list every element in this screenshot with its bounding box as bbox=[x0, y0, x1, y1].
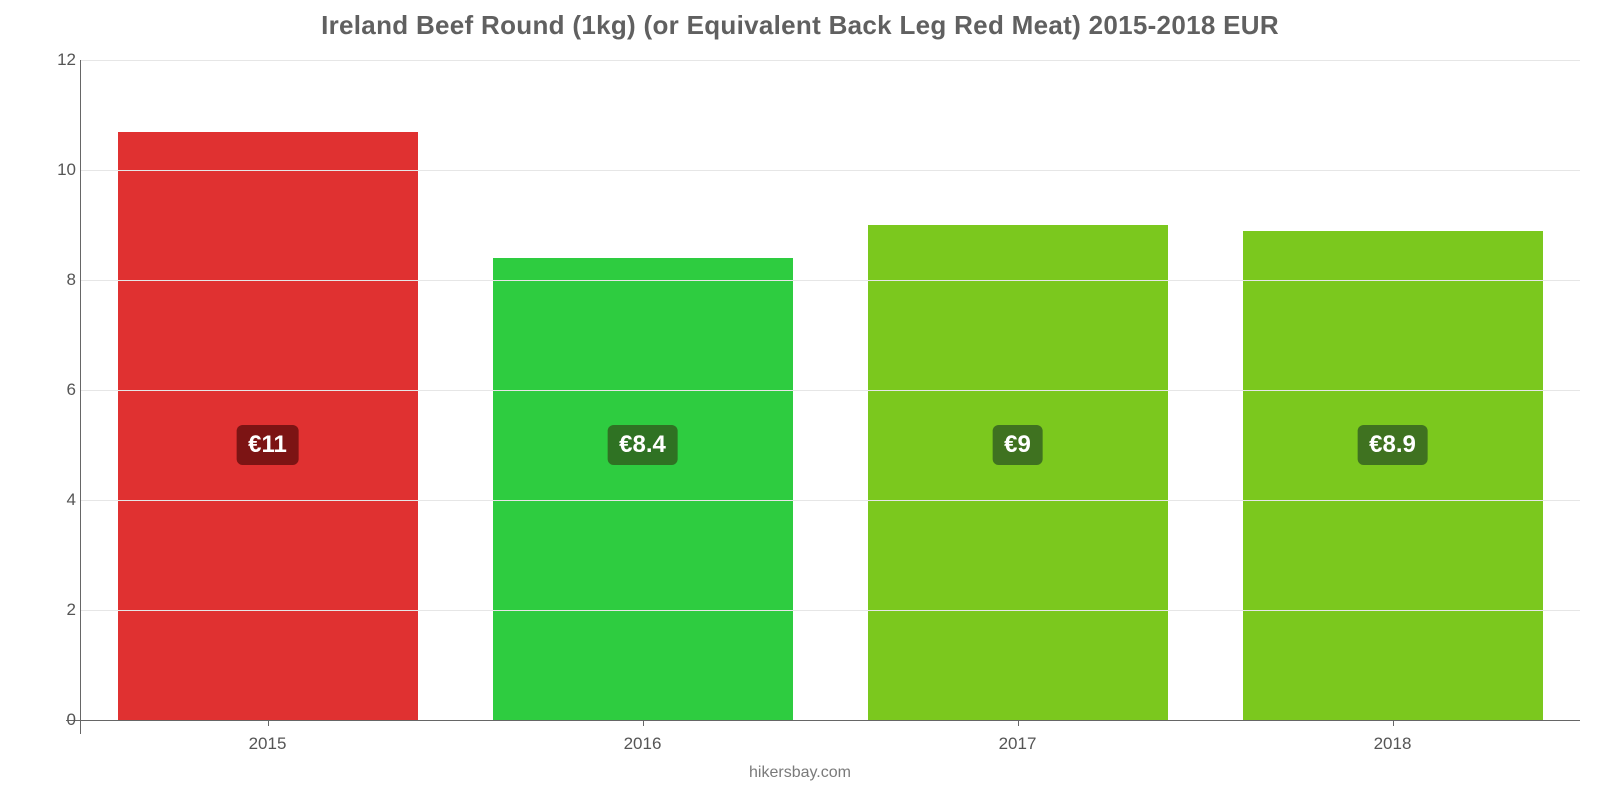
bar-value-label: €8.9 bbox=[1357, 425, 1428, 465]
bar bbox=[868, 225, 1168, 720]
y-tick-label: 12 bbox=[52, 50, 76, 70]
y-tick-label: 10 bbox=[52, 160, 76, 180]
gridline bbox=[80, 280, 1580, 281]
bar bbox=[1243, 231, 1543, 721]
y-axis-line bbox=[80, 60, 81, 734]
y-tick-label: 6 bbox=[52, 380, 76, 400]
gridline bbox=[80, 390, 1580, 391]
x-tick-mark bbox=[1393, 720, 1394, 726]
gridline bbox=[80, 500, 1580, 501]
x-tick-label: 2017 bbox=[999, 734, 1037, 754]
bar-value-label: €11 bbox=[236, 425, 299, 465]
bar-value-label: €9 bbox=[992, 425, 1043, 465]
x-axis-line bbox=[66, 720, 1580, 721]
x-tick-label: 2016 bbox=[624, 734, 662, 754]
x-tick-mark bbox=[643, 720, 644, 726]
y-tick-label: 2 bbox=[52, 600, 76, 620]
chart-title: Ireland Beef Round (1kg) (or Equivalent … bbox=[0, 10, 1600, 41]
source-credit: hikersbay.com bbox=[0, 764, 1600, 782]
gridline bbox=[80, 170, 1580, 171]
x-tick-mark bbox=[1018, 720, 1019, 726]
gridline bbox=[80, 610, 1580, 611]
bar-chart: Ireland Beef Round (1kg) (or Equivalent … bbox=[0, 0, 1600, 800]
plot-area: €11 €8.4 €9 €8.9 bbox=[80, 60, 1580, 720]
x-tick-mark bbox=[268, 720, 269, 726]
y-tick-label: 0 bbox=[52, 710, 76, 730]
x-tick-label: 2018 bbox=[1374, 734, 1412, 754]
bar bbox=[493, 258, 793, 720]
y-tick-label: 4 bbox=[52, 490, 76, 510]
gridline bbox=[80, 60, 1580, 61]
x-tick-label: 2015 bbox=[249, 734, 287, 754]
y-tick-label: 8 bbox=[52, 270, 76, 290]
bar-value-label: €8.4 bbox=[607, 425, 678, 465]
